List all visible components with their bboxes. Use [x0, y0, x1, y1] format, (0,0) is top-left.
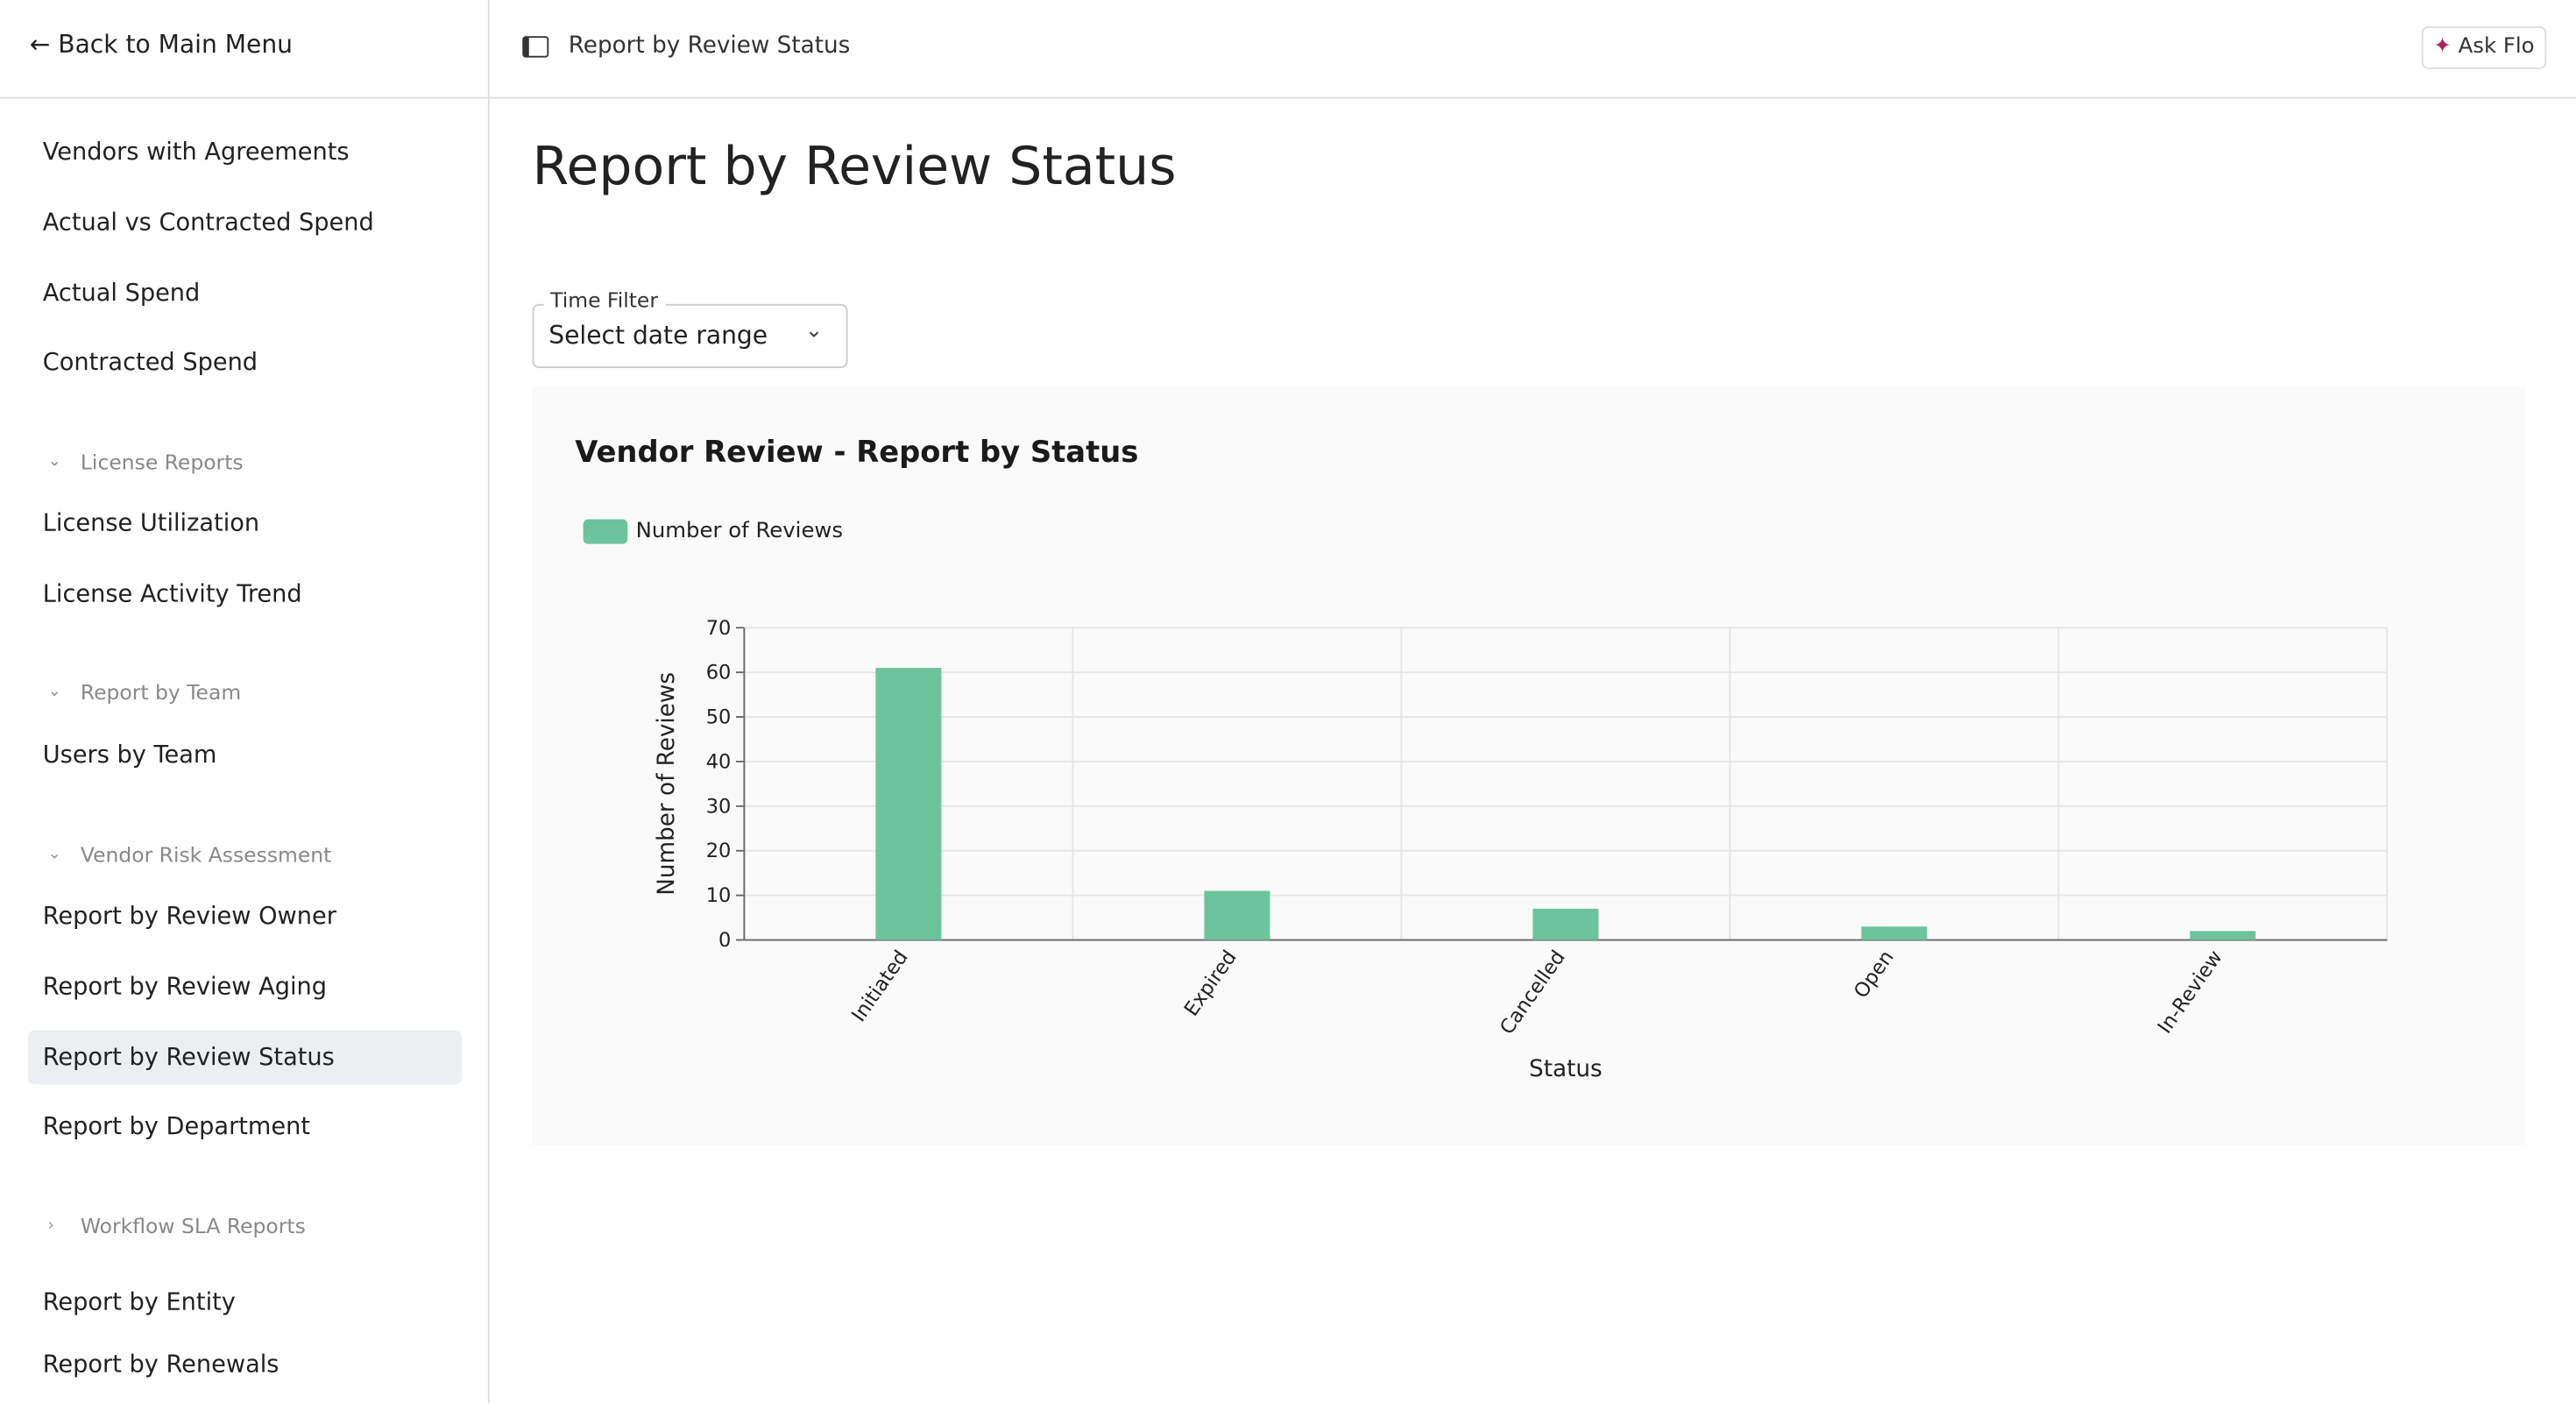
y-tick-label: 30: [706, 795, 732, 818]
x-axis-title: Status: [1529, 1056, 1603, 1082]
x-tick-label: In-Review: [2154, 947, 2227, 1038]
sidebar-toggle[interactable]: [522, 36, 549, 58]
group-chevron: ⌄: [47, 845, 62, 864]
group-heading[interactable]: Workflow SLA Reports: [80, 1213, 306, 1238]
bar: [1532, 908, 1599, 940]
active-highlight: [27, 1030, 462, 1085]
dropdown-chevron: ⌄: [804, 318, 824, 344]
y-tick-label: 0: [718, 929, 731, 952]
back-button[interactable]: ← Back to Main Menu: [29, 29, 293, 60]
nav-link[interactable]: Actual Spend: [42, 280, 201, 308]
group-heading[interactable]: Report by Team: [80, 679, 242, 705]
sidebar-header: [0, 0, 488, 99]
bar: [2190, 931, 2256, 940]
sidebar: ← Back to Main Menu Vendors with Agreeme…: [0, 0, 490, 1404]
nav-link[interactable]: Contracted Spend: [42, 350, 258, 377]
back-label: Back to Main Menu: [58, 29, 293, 60]
y-axis-title: Number of Reviews: [654, 672, 680, 896]
y-tick-label: 60: [706, 662, 732, 684]
y-tick-label: 20: [706, 840, 732, 862]
group-heading[interactable]: Vendor Risk Assessment: [80, 841, 332, 868]
nav-link[interactable]: License Utilization: [42, 511, 260, 538]
nav-link[interactable]: Users by Team: [42, 742, 217, 769]
nav-link[interactable]: Report by Entity: [42, 1289, 236, 1316]
y-tick-label: 40: [706, 750, 732, 773]
legend-swatch: [583, 519, 628, 544]
group-chevron: ⌄: [47, 683, 62, 701]
bar: [1861, 926, 1928, 940]
y-tick-label: 10: [706, 884, 732, 907]
sparkle: ✦: [2433, 34, 2452, 60]
nav-link[interactable]: Report by Review Owner: [42, 904, 336, 931]
x-tick-label: Cancelled: [1496, 947, 1570, 1039]
nav-link[interactable]: Report by Renewals: [42, 1352, 280, 1379]
group-heading[interactable]: License Reports: [80, 449, 244, 474]
filter-value: Select date range: [548, 320, 768, 351]
nav-link[interactable]: License Activity Trend: [42, 581, 302, 608]
y-tick-label: 70: [706, 617, 732, 640]
nav-link[interactable]: Report by Department: [42, 1114, 311, 1141]
time-filter[interactable]: Select date range ⌄: [532, 303, 848, 368]
x-tick-label: Open: [1850, 947, 1899, 1003]
x-tick-label: Expired: [1180, 947, 1242, 1021]
ask-label: Ask Flo: [2458, 34, 2535, 60]
breadcrumb: Report by Review Status: [568, 32, 851, 60]
chart-panel: [532, 386, 2525, 1145]
bar: [875, 668, 942, 940]
nav-link[interactable]: Report by Review Aging: [42, 974, 328, 1001]
page-title: Report by Review Status: [532, 134, 1177, 197]
ask-button[interactable]: ✦ Ask Flo: [2421, 26, 2547, 69]
topbar: [489, 0, 2576, 99]
nav-link[interactable]: Report by Review Status: [42, 1045, 335, 1072]
nav-link[interactable]: Vendors with Agreements: [42, 139, 350, 167]
y-tick-label: 50: [706, 706, 732, 729]
group-chevron: ›: [47, 1216, 54, 1236]
chart-title: Vendor Review - Report by Status: [575, 435, 1138, 469]
bar: [1204, 890, 1270, 940]
nav-link[interactable]: Actual vs Contracted Spend: [42, 210, 374, 237]
filter-label: Time Filter: [543, 287, 665, 313]
x-tick-label: Initiated: [847, 947, 913, 1026]
group-chevron: ⌄: [47, 452, 62, 472]
legend-label: Number of Reviews: [636, 517, 843, 542]
